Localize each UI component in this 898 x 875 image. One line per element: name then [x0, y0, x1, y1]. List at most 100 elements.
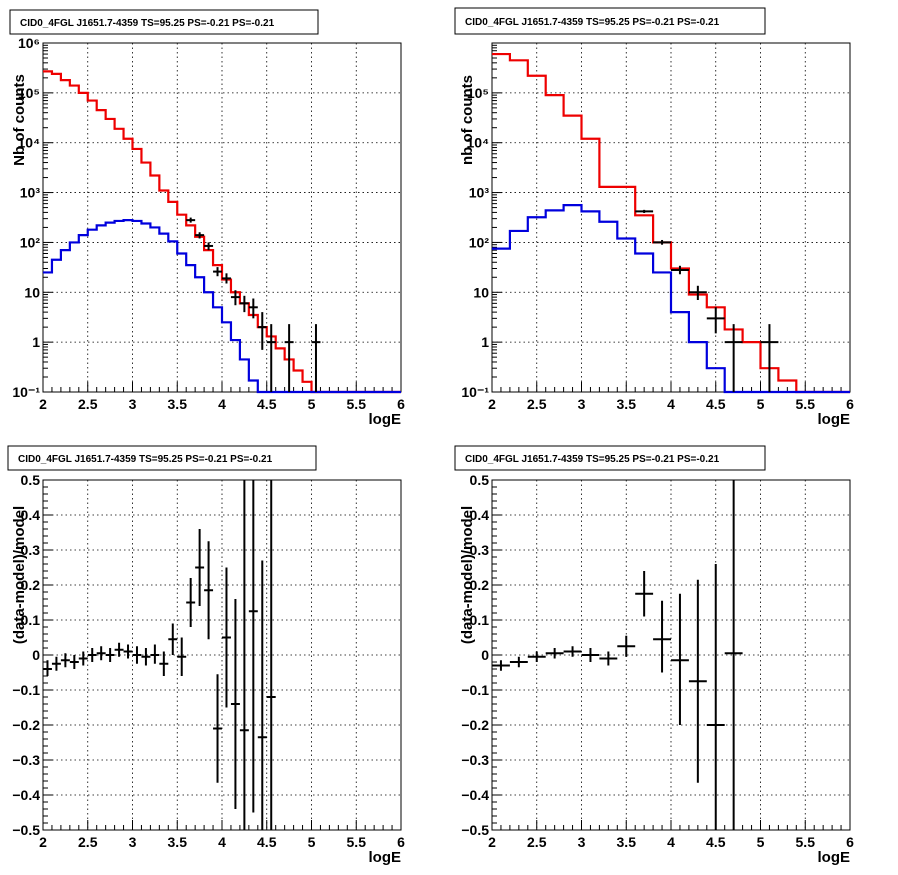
x-tick-label: 3.5: [617, 834, 637, 850]
x-tick-label: 4: [667, 834, 675, 850]
data-point: [213, 267, 222, 277]
x-tick-label: 2: [39, 834, 47, 850]
title-box: [9, 9, 319, 35]
x-tick-label: 2: [488, 396, 496, 412]
x-tick-label: 3: [578, 396, 586, 412]
data-point: [284, 324, 294, 392]
x-tick-label: 4: [218, 834, 226, 850]
data-point: [186, 217, 196, 223]
x-tick-label: 5.5: [347, 396, 367, 412]
data-point: [168, 623, 178, 655]
y-tick-label: −0.5: [461, 822, 489, 838]
y-tick-label: 0.2: [470, 577, 490, 593]
x-tick-label: 6: [397, 834, 405, 850]
y-tick-label: 0.3: [21, 542, 41, 558]
x-tick-label: 4: [667, 396, 675, 412]
x-tick-label: 3: [129, 396, 137, 412]
data-point: [266, 324, 276, 392]
data-point: [635, 209, 654, 213]
chart-title: CID0_4FGL J1651.7-4359 TS=95.25 PS=-0.21…: [465, 454, 720, 465]
x-axis-label: logE: [369, 411, 402, 428]
y-tick-label: −0.4: [12, 787, 40, 803]
data-point: [60, 653, 70, 668]
model-source-histogram: [43, 219, 401, 394]
title-box: [7, 445, 317, 471]
data-point: [195, 529, 205, 606]
data-point: [257, 312, 267, 350]
y-tick-label: −0.4: [461, 787, 489, 803]
x-tick-label: 5: [308, 396, 316, 412]
data-point: [545, 648, 564, 659]
data-point: [599, 651, 618, 666]
x-tick-label: 3.5: [168, 396, 188, 412]
x-tick-label: 5: [757, 396, 765, 412]
y-tick-label: −0.5: [12, 822, 40, 838]
data-point: [43, 660, 52, 676]
x-tick-label: 5: [757, 834, 765, 850]
x-tick-label: 6: [846, 834, 854, 850]
y-tick-label: 10³: [20, 185, 41, 201]
data-point: [688, 285, 707, 301]
data-point: [230, 599, 240, 809]
data-point: [492, 660, 510, 671]
data-point: [671, 593, 689, 725]
data-point: [706, 564, 725, 830]
data-point: [69, 655, 79, 669]
data-point: [51, 656, 61, 671]
x-tick-label: 6: [846, 396, 854, 412]
x-tick-label: 4: [218, 396, 226, 412]
x-tick-label: 3: [578, 834, 586, 850]
data-point: [96, 646, 106, 661]
x-tick-label: 4.5: [257, 834, 277, 850]
data-point: [150, 644, 160, 664]
x-tick-label: 2: [39, 396, 47, 412]
y-tick-label: 10⁵: [18, 85, 40, 101]
data-point: [78, 651, 88, 666]
data-point: [222, 567, 231, 708]
x-tick-label: 5: [308, 834, 316, 850]
data-point: [87, 648, 97, 662]
data-point: [239, 295, 249, 313]
y-tick-label: 10⁵: [467, 85, 489, 101]
data-point: [141, 648, 151, 666]
plot-frame: [42, 42, 402, 393]
y-tick-label: 10⁴: [467, 135, 490, 151]
y-tick-label: −0.1: [461, 682, 489, 698]
x-axis-label: logE: [818, 411, 851, 428]
y-tick-label: 10: [473, 284, 489, 300]
x-tick-label: 2.5: [78, 834, 98, 850]
y-tick-label: 0.1: [470, 612, 490, 628]
residual-panel-fine-binning: CID0_4FGL J1651.7-4359 TS=95.25 PS=-0.21…: [7, 445, 405, 866]
y-tick-label: 0.5: [21, 472, 41, 488]
data-point: [724, 480, 743, 830]
data-point: [239, 480, 249, 830]
data-point: [248, 298, 258, 319]
x-axis-label: logE: [369, 849, 402, 866]
data-point: [527, 651, 546, 662]
data-point: [653, 239, 671, 245]
data-point: [266, 480, 276, 830]
x-tick-label: 2.5: [527, 396, 547, 412]
y-tick-label: 10²: [20, 234, 41, 250]
model-source-histogram: [492, 204, 850, 394]
y-tick-label: 10³: [469, 185, 490, 201]
data-point: [114, 642, 124, 657]
data-point: [132, 646, 142, 664]
data-point: [186, 578, 196, 627]
data-point: [230, 290, 240, 306]
y-tick-label: 10: [24, 284, 40, 300]
y-axis-label: Nb of counts: [11, 74, 28, 166]
data-point: [581, 648, 600, 662]
x-tick-label: 4.5: [257, 396, 277, 412]
y-tick-label: 0.4: [21, 507, 41, 523]
data-point: [509, 656, 528, 668]
x-tick-label: 4.5: [706, 834, 726, 850]
y-tick-label: 10²: [469, 234, 490, 250]
data-point: [213, 674, 222, 783]
spectrum-panel-fine-binning: CID0_4FGL J1651.7-4359 TS=95.25 PS=-0.21…: [9, 9, 405, 428]
data-point: [257, 560, 267, 830]
data-point: [204, 541, 214, 640]
data-point: [706, 307, 725, 334]
residual-panel-coarse-binning: CID0_4FGL J1651.7-4359 TS=95.25 PS=-0.21…: [454, 445, 854, 866]
